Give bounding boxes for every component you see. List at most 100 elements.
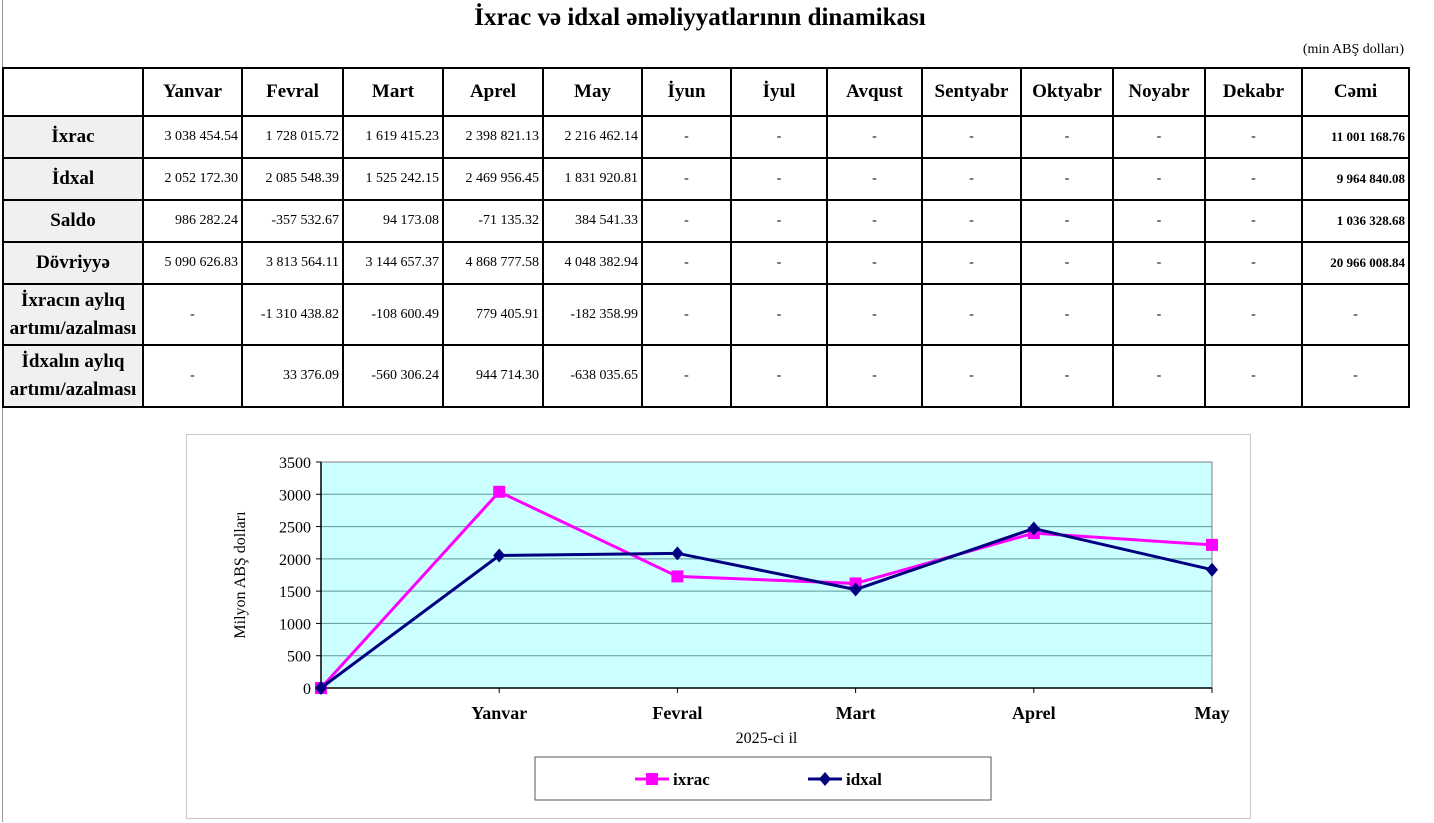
table-cell: - — [1112, 199, 1206, 243]
table-cell: - — [1112, 283, 1206, 346]
y-tick-label: 1500 — [279, 584, 311, 601]
row-label: İdxal — [2, 157, 144, 201]
total-cell: - — [1301, 283, 1410, 346]
column-header: Oktyabr — [1020, 67, 1114, 117]
table-cell: - — [1020, 283, 1114, 346]
table-cell: - — [730, 344, 828, 408]
table-cell: - — [641, 241, 732, 285]
table-cell: - — [730, 157, 828, 201]
table-row: İxracın aylıq artımı/azalması - -1 310 438… — [2, 283, 1410, 346]
unit-label: (min ABŞ dolları) — [1302, 42, 1404, 57]
row-label: İxracın aylıq artımı/azalması — [2, 283, 144, 346]
table-cell: - — [1204, 241, 1303, 285]
column-header: Sentyabr — [921, 67, 1022, 117]
table-cell: - — [142, 344, 243, 408]
table-cell: - — [1204, 199, 1303, 243]
x-tick-label: Fevral — [652, 703, 702, 723]
table-cell: - — [1112, 344, 1206, 408]
legend-label: ixrac — [673, 770, 710, 789]
data-point-ixrac — [1206, 538, 1218, 551]
table-cell: 944 714.30 — [442, 344, 544, 408]
chart-container: 0 500 1000 1500 2000 2500 3000 3500 Yanvar Fevral… — [186, 434, 1251, 819]
table-cell: -71 135.32 — [442, 199, 544, 243]
table-cell: 4 048 382.94 — [542, 241, 643, 285]
table-cell: 3 038 454.54 — [142, 115, 243, 159]
table-cell: - — [921, 344, 1022, 408]
table-cell: - — [730, 283, 828, 346]
y-tick-label: 2500 — [279, 520, 311, 537]
table-cell: 779 405.91 — [442, 283, 544, 346]
table-cell: - — [826, 157, 923, 201]
line-chart: 0 500 1000 1500 2000 2500 3000 3500 Yanvar Fevral… — [232, 455, 1230, 801]
table-cell: - — [826, 344, 923, 408]
table-cell: - — [921, 283, 1022, 346]
table-cell: -1 310 438.82 — [241, 283, 344, 346]
table-cell: - — [1112, 157, 1206, 201]
table-cell: - — [826, 283, 923, 346]
table-cell: 1 525 242.15 — [342, 157, 444, 201]
table-cell: 5 090 626.83 — [142, 241, 243, 285]
page-edge — [2, 0, 3, 822]
column-header: Fevral — [241, 67, 344, 117]
table-cell: 1 831 920.81 — [542, 157, 643, 201]
table-cell: - — [921, 241, 1022, 285]
x-tick-label: May — [1195, 703, 1230, 723]
data-point-idxal — [315, 681, 327, 695]
data-point-ixrac — [493, 485, 506, 498]
column-header: İyun — [641, 67, 732, 117]
table-cell: 986 282.24 — [142, 199, 243, 243]
table-cell: - — [730, 241, 828, 285]
column-header: Dekabr — [1204, 67, 1303, 117]
column-header: Mart — [342, 67, 444, 117]
trade-table: Yanvar Fevral Mart Aprel May İyun İyul Avqust Se… — [2, 67, 1410, 408]
legend-marker-ixrac — [646, 773, 658, 785]
column-header: Avqust — [826, 67, 923, 117]
column-header: Yanvar — [142, 67, 243, 117]
column-header: İyul — [730, 67, 828, 117]
table-cell: 2 216 462.14 — [542, 115, 643, 159]
total-cell: 20 966 008.84 — [1301, 241, 1410, 285]
table-cell: - — [1112, 115, 1206, 159]
y-tick-label: 500 — [287, 649, 311, 666]
y-tick-label: 3500 — [279, 455, 311, 472]
table-cell: - — [641, 344, 732, 408]
legend-box — [534, 756, 992, 801]
table-cell: 2 398 821.13 — [442, 115, 544, 159]
table-cell: - — [1112, 241, 1206, 285]
table-cell: -182 358.99 — [542, 283, 643, 346]
x-tick-label: Aprel — [1012, 703, 1056, 723]
total-cell: - — [1301, 344, 1410, 408]
table-cell: - — [921, 199, 1022, 243]
total-cell: 11 001 168.76 — [1301, 115, 1410, 159]
row-label: İdxalın aylıq artımı/azalması — [2, 344, 144, 408]
legend-label: idxal — [846, 770, 882, 789]
y-tick-label: 3000 — [279, 487, 311, 504]
table-cell: - — [1204, 283, 1303, 346]
y-axis-label: Milyon ABŞ dolları — [232, 511, 249, 639]
data-point-idxal — [671, 546, 684, 561]
table-cell: 384 541.33 — [542, 199, 643, 243]
table-cell: -357 532.67 — [241, 199, 344, 243]
column-header: Aprel — [442, 67, 544, 117]
column-header: Cəmi — [1301, 67, 1410, 117]
column-header: May — [542, 67, 643, 117]
table-row: İxrac 3 038 454.54 1 728 015.72 1 619 415.2… — [2, 115, 1410, 159]
table-cell: - — [921, 157, 1022, 201]
table-cell: - — [142, 283, 243, 346]
table-cell: 3 813 564.11 — [241, 241, 344, 285]
column-header: Noyabr — [1112, 67, 1206, 117]
table-cell: - — [641, 115, 732, 159]
table-cell: - — [1204, 157, 1303, 201]
table-cell: - — [641, 157, 732, 201]
table-cell: -560 306.24 — [342, 344, 444, 408]
y-tick-label: 1000 — [279, 616, 311, 633]
column-header — [2, 67, 144, 117]
table-row: Saldo 986 282.24 -357 532.67 94 173.08 -71 1… — [2, 199, 1410, 243]
series-line-idxal — [320, 526, 1213, 690]
x-tick-label: Mart — [836, 703, 876, 723]
table-cell: 2 052 172.30 — [142, 157, 243, 201]
data-point-idxal — [849, 582, 862, 597]
total-cell: 1 036 328.68 — [1301, 199, 1410, 243]
table-cell: 1 619 415.23 — [342, 115, 444, 159]
row-label: Dövriyyə — [2, 241, 144, 285]
